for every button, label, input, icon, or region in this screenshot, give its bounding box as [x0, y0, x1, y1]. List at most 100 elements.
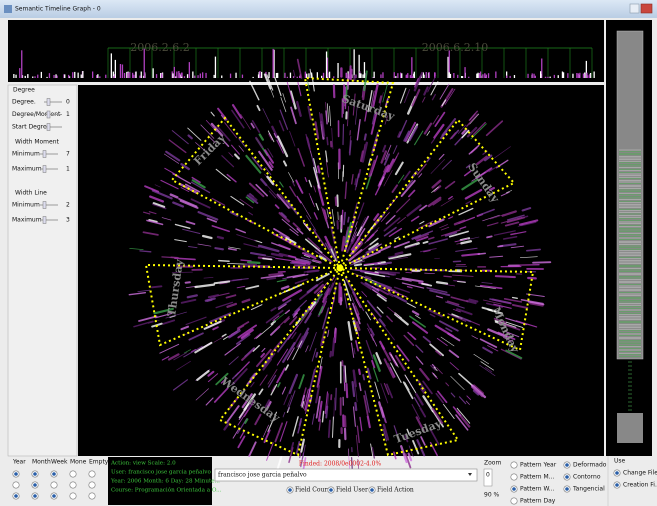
ray: [382, 428, 388, 442]
options: Field Course Field User Field Action Patter…: [286, 461, 657, 505]
radio-button[interactable]: [69, 481, 77, 489]
radio-button[interactable]: [50, 481, 58, 489]
timeline-bar: [259, 71, 261, 78]
timeline-bar: [540, 73, 542, 78]
timeline-bar: [359, 73, 361, 78]
slider-thumb[interactable]: [46, 110, 51, 119]
slider-thumb[interactable]: [42, 165, 47, 173]
control-label: Degree/Moment: [12, 111, 61, 118]
ray: [370, 111, 378, 135]
timeline-bar: [188, 62, 190, 78]
user-dropdown[interactable]: [214, 468, 478, 482]
ray: [352, 406, 356, 427]
ray: [431, 179, 442, 189]
ray: [227, 247, 237, 251]
zoom-spinner[interactable]: [483, 468, 493, 487]
timeline-bar: [181, 76, 183, 78]
restore-button[interactable]: [629, 3, 640, 14]
info-line: Course: Programación Orientada a O...: [111, 487, 222, 494]
ray: [388, 253, 412, 260]
ray: [244, 418, 249, 424]
ray: [213, 280, 231, 285]
ray: [211, 225, 230, 233]
ray: [438, 320, 459, 332]
ray: [315, 203, 319, 211]
ray: [380, 150, 388, 164]
ray: [296, 227, 304, 235]
ray: [311, 366, 317, 383]
ray: [207, 373, 219, 383]
ray: [432, 115, 439, 125]
ray: [365, 311, 371, 321]
ray: [243, 400, 256, 417]
radio-dot: [33, 494, 37, 498]
ray: [406, 179, 413, 188]
ray: [258, 388, 264, 396]
ray: [212, 326, 219, 331]
ray: [354, 305, 360, 316]
timeline-bar: [478, 73, 481, 78]
timeline-bar: [82, 71, 84, 78]
ray: [204, 297, 216, 302]
ray: [426, 130, 431, 136]
ray: [383, 153, 391, 166]
ray: [372, 289, 387, 300]
ray: [185, 183, 200, 193]
radio-button[interactable]: [510, 497, 518, 505]
timeline-bar: [562, 72, 565, 78]
ray: [183, 345, 203, 358]
ray: [232, 278, 249, 281]
ray: [313, 158, 318, 174]
ray: [294, 299, 307, 313]
ray: [298, 374, 305, 390]
radio-button[interactable]: [88, 492, 96, 500]
radio-button[interactable]: [12, 481, 20, 489]
ray: [370, 333, 378, 347]
ray: [185, 220, 196, 225]
ray: [302, 444, 306, 459]
ray: [354, 103, 358, 125]
radio-button[interactable]: [510, 461, 518, 469]
timeline-bar: [534, 75, 536, 78]
ray: [405, 244, 417, 249]
ray: [343, 293, 348, 309]
radio-button[interactable]: [69, 492, 77, 500]
ray: [348, 448, 350, 469]
ray: [316, 282, 328, 295]
ray: [234, 153, 240, 160]
slider-thumb[interactable]: [42, 216, 47, 224]
radio-button[interactable]: [88, 470, 96, 478]
radio-button[interactable]: [88, 481, 96, 489]
control-label: Start Degree: [12, 124, 51, 131]
slider-thumb[interactable]: [42, 150, 47, 158]
ray: [342, 123, 345, 146]
ray: [309, 301, 317, 311]
group-title: Width Moment: [15, 139, 60, 146]
close-button[interactable]: [640, 3, 653, 14]
radio-button[interactable]: [69, 470, 77, 478]
timeline-bar: [363, 62, 366, 78]
ray: [433, 123, 445, 139]
ray: [226, 173, 237, 183]
slider-thumb[interactable]: [42, 201, 47, 209]
ray: [359, 217, 366, 229]
slider-thumb[interactable]: [46, 123, 51, 131]
ray: [364, 390, 370, 413]
ray: [231, 104, 243, 119]
timeline-bar: [178, 71, 180, 78]
ray: [343, 230, 348, 246]
slider-thumb[interactable]: [46, 98, 51, 106]
ray: [438, 153, 445, 160]
ray: [309, 331, 317, 352]
ray: [478, 208, 495, 216]
radio-dot: [615, 471, 619, 475]
ray: [241, 393, 253, 409]
ray: [225, 405, 240, 424]
ray: [311, 413, 315, 425]
radio-button[interactable]: [510, 473, 518, 481]
ray: [224, 122, 238, 139]
ray: [277, 299, 292, 309]
ray: [211, 197, 226, 206]
ray: [295, 179, 304, 194]
timeline-bar: [214, 56, 217, 78]
